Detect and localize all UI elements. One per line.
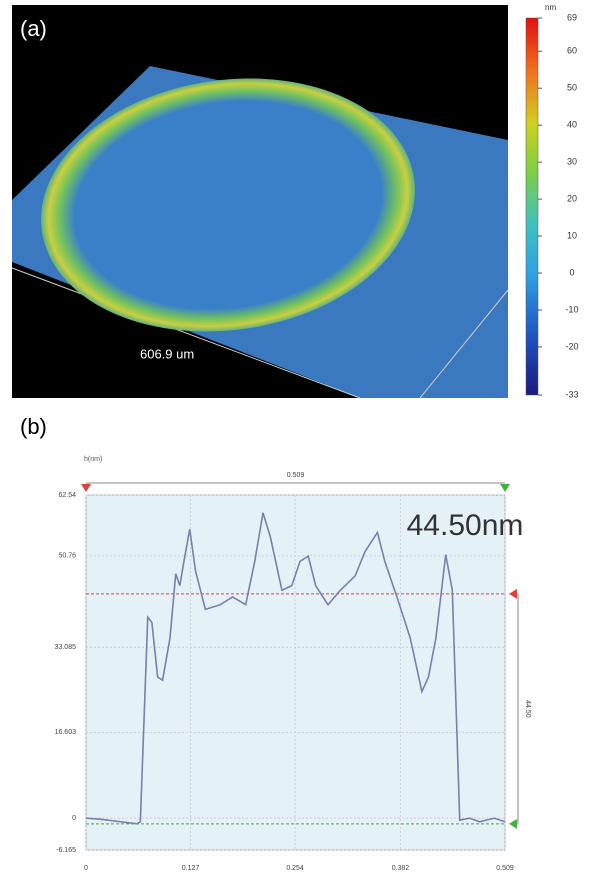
reference-marker <box>509 588 517 599</box>
x-tick-label: 0 <box>84 865 88 872</box>
x-tick-label: 0.382 <box>392 865 410 872</box>
y-tick-label: 16.603 <box>55 729 77 736</box>
annotation: 606.9 um <box>140 346 194 361</box>
colorbar-tick-label: 0 <box>569 267 574 277</box>
range-marker <box>500 484 510 492</box>
colorbar-unit: nm <box>545 3 556 12</box>
range-marker <box>81 484 91 492</box>
panel-label: (b) <box>20 414 47 439</box>
width-label: 0.509 <box>287 472 305 479</box>
panel-label: (a) <box>20 16 47 41</box>
scale-line <box>11 267 361 399</box>
y-tick-label: -6.165 <box>56 847 76 854</box>
reference-marker <box>509 818 517 829</box>
x-tick-label: 0.509 <box>496 865 514 872</box>
profile-line <box>85 512 506 825</box>
colorbar <box>525 17 539 396</box>
colorbar-tick-label: 69 <box>567 12 577 22</box>
colorbar-tick-label: 40 <box>567 120 577 130</box>
colorbar-tick-label: 20 <box>567 193 577 203</box>
crater-ring <box>41 78 415 332</box>
colorbar-tick-label: 30 <box>567 157 577 167</box>
colorbar-tick-label: -10 <box>565 304 578 314</box>
height-label: 44.50 <box>524 700 531 718</box>
colorbar-tick-label: 10 <box>567 230 577 240</box>
y-tick-label: 50.76 <box>58 553 76 560</box>
scale-line <box>419 289 509 399</box>
annotation: 44.50nm <box>407 509 524 542</box>
y-tick-label: 62.54 <box>58 492 76 499</box>
colorbar-tick-label: 50 <box>567 83 577 93</box>
colorbar-tick-label: -20 <box>565 341 578 351</box>
y-axis-label: h(nm) <box>84 456 102 463</box>
colorbar-tick-label: -33 <box>565 389 578 399</box>
y-tick-label: 33.085 <box>55 644 77 651</box>
y-tick-label: 0 <box>72 815 76 822</box>
x-tick-label: 0.127 <box>182 865 200 872</box>
x-tick-label: 0.254 <box>286 865 304 872</box>
colorbar-tick-label: 60 <box>567 46 577 56</box>
